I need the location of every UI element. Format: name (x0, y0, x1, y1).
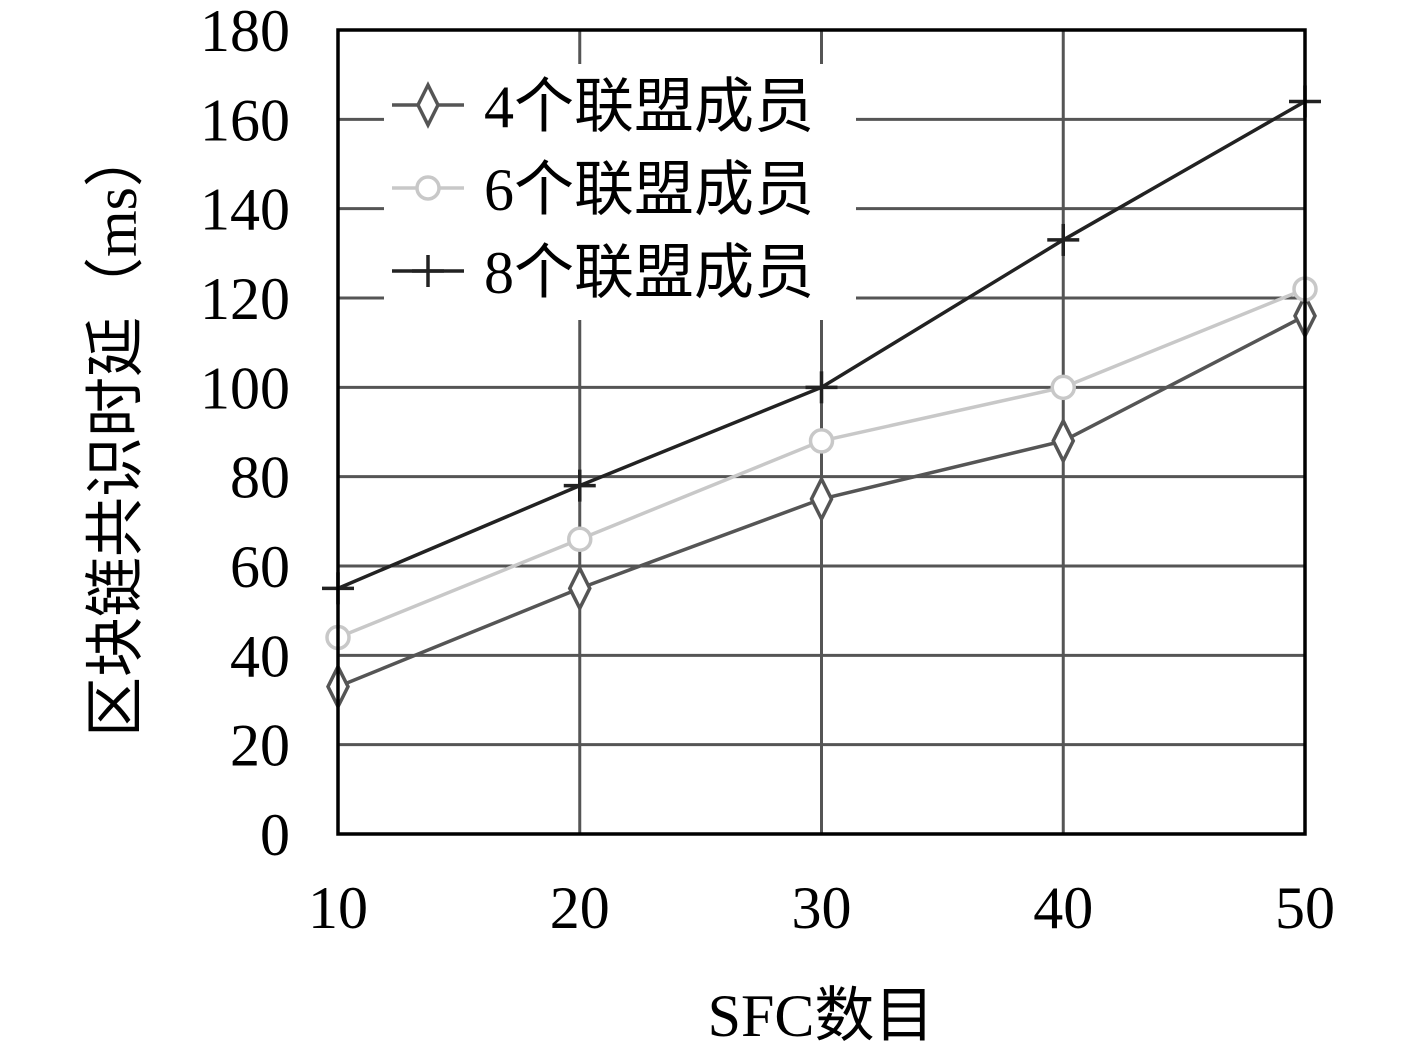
diamond-marker (416, 81, 440, 129)
circle-marker (567, 526, 593, 552)
y-tick-label: 40 (230, 623, 290, 689)
x-tick-label: 30 (792, 875, 852, 941)
y-tick-label: 100 (200, 355, 290, 421)
y-tick-label: 120 (200, 266, 290, 332)
x-tick-label: 50 (1275, 875, 1335, 941)
legend: 4个联盟成员 6个联盟成员 8个联盟成员 (384, 64, 856, 320)
tick-labels: 0 20 40 60 80 100 120 140 160 180 10 20 30 40 50 (200, 0, 1335, 941)
y-tick-label: 180 (200, 0, 290, 64)
x-tick-label: 40 (1033, 875, 1093, 941)
plus-marker (412, 255, 444, 287)
circle-marker (415, 175, 441, 201)
series-3 (322, 85, 1321, 605)
circle-marker (808, 428, 835, 454)
y-tick-label: 160 (200, 87, 290, 153)
diamond-marker (809, 475, 834, 523)
plus-marker (805, 371, 838, 404)
legend-item: 8个联盟成员 (392, 240, 814, 306)
legend-label: 6个联盟成员 (484, 157, 814, 223)
x-tick-label: 20 (550, 875, 610, 941)
diamond-marker (1051, 417, 1076, 465)
y-tick-label: 60 (230, 534, 290, 600)
legend-item: 4个联盟成员 (392, 74, 814, 140)
plot-frame (336, 28, 1307, 836)
legend-item: 6个联盟成员 (392, 157, 814, 223)
legend-label: 4个联盟成员 (484, 74, 814, 140)
x-tick-label: 10 (308, 875, 368, 941)
y-tick-label: 20 (230, 713, 290, 779)
legend-label: 8个联盟成员 (484, 240, 814, 306)
plus-marker (1047, 223, 1080, 256)
plus-marker (563, 469, 596, 502)
diamond-marker (567, 564, 592, 613)
y-axis-title: 区块链共识时延（ms） (83, 127, 149, 737)
x-axis-title: SFC数目 (708, 983, 935, 1049)
plot-border (336, 28, 1307, 836)
y-tick-label: 0 (260, 802, 290, 868)
y-tick-label: 140 (200, 177, 290, 243)
circle-marker (1050, 374, 1076, 401)
y-tick-label: 80 (230, 445, 290, 511)
